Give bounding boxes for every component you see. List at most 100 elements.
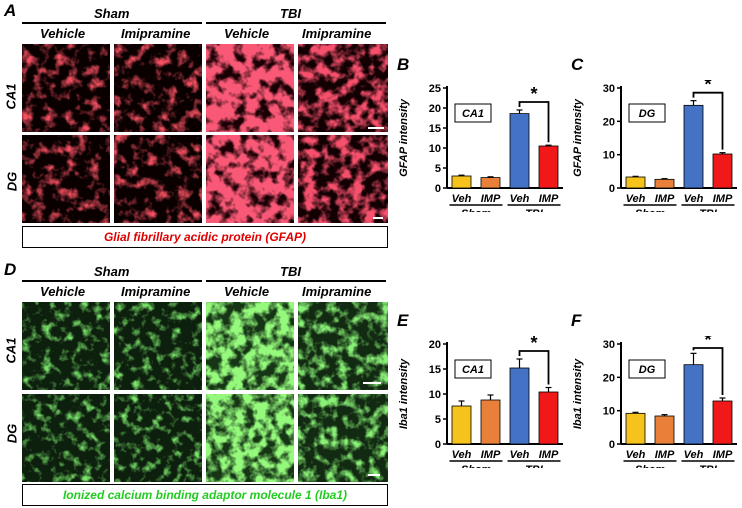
group-label-tbi: TBI bbox=[525, 208, 544, 212]
significance-bracket bbox=[692, 347, 724, 395]
group-label-tbi: TBI bbox=[699, 208, 718, 212]
y-tick-label: 20 bbox=[429, 103, 441, 115]
y-tick-label: 15 bbox=[429, 123, 441, 135]
scale-bar bbox=[368, 474, 380, 476]
group-label-tbi: TBI bbox=[525, 464, 544, 468]
region-label: CA1 bbox=[462, 364, 484, 376]
y-tick-label: 10 bbox=[603, 406, 615, 418]
bar-veh bbox=[509, 113, 530, 189]
iba1-caption: Ionized calcium binding adaptor molecule… bbox=[22, 484, 388, 506]
y-tick-label: 0 bbox=[609, 439, 615, 451]
scale-bar bbox=[368, 127, 384, 129]
gfap-micrograph-grid bbox=[22, 44, 388, 223]
gfap-ca1-bar-chart: GFAP intensity 0 5 10 15 20 25 Veh IMP Veh IMP Sham… bbox=[398, 83, 563, 212]
region-box bbox=[628, 103, 666, 123]
significance-star: * bbox=[530, 336, 537, 353]
bar-veh bbox=[509, 367, 530, 445]
y-tick-label: 5 bbox=[435, 163, 441, 175]
y-axis-label: GFAP intensity bbox=[572, 98, 584, 177]
group-label-sham-a: Sham bbox=[94, 6, 130, 21]
y-tick-label: 5 bbox=[435, 414, 441, 426]
significance-bracket bbox=[518, 350, 550, 385]
column-label-vehicle: Vehicle bbox=[224, 26, 270, 41]
y-tick-label: 25 bbox=[429, 83, 441, 95]
region-label: CA1 bbox=[462, 108, 484, 120]
region-box bbox=[454, 359, 492, 379]
x-tick-label: IMP bbox=[481, 193, 501, 205]
x-tick-label: Veh bbox=[684, 193, 704, 205]
y-tick-label: 20 bbox=[603, 372, 615, 384]
significance-star: * bbox=[704, 336, 711, 350]
y-tick-label: 0 bbox=[435, 439, 441, 451]
x-tick-label: Veh bbox=[510, 449, 530, 461]
group-label-tbi-d: TBI bbox=[280, 264, 301, 279]
scale-bar bbox=[363, 382, 381, 384]
y-axis-label: Iba1 intensity bbox=[572, 358, 584, 429]
y-tick-label: 0 bbox=[435, 183, 441, 195]
column-label-vehicle: Vehicle bbox=[40, 284, 86, 299]
group-label-sham: Sham bbox=[635, 464, 665, 468]
bar-veh bbox=[625, 412, 646, 445]
bar-imp bbox=[712, 153, 733, 189]
bar-veh bbox=[683, 364, 704, 445]
group-label-sham: Sham bbox=[635, 208, 665, 212]
iba1-micrograph-grid bbox=[22, 302, 388, 482]
y-tick-label: 20 bbox=[429, 339, 441, 351]
column-label-imipramine: Imipramine bbox=[302, 26, 372, 41]
region-box bbox=[628, 359, 666, 379]
x-tick-label: Veh bbox=[684, 449, 704, 461]
row-label-dg: DG bbox=[4, 171, 20, 192]
row-label-ca1: CA1 bbox=[3, 337, 19, 364]
significance-bracket bbox=[692, 91, 724, 150]
iba1-ca1-bar-chart: Iba1 intensity 0 5 10 15 20 Veh IMP Veh IMP Sham TB… bbox=[398, 336, 563, 468]
bar-imp bbox=[480, 399, 501, 445]
group-label-tbi-a: TBI bbox=[280, 6, 301, 21]
row-label-dg: DG bbox=[4, 423, 20, 444]
column-label-vehicle: Vehicle bbox=[224, 284, 270, 299]
group-label-sham: Sham bbox=[461, 464, 491, 468]
y-tick-label: 10 bbox=[429, 143, 441, 155]
x-tick-label: Veh bbox=[510, 193, 530, 205]
group-label-sham-d: Sham bbox=[94, 264, 130, 279]
column-label-imipramine: Imipramine bbox=[121, 284, 191, 299]
bar-veh bbox=[625, 176, 646, 189]
panel-letter-a: A bbox=[4, 1, 17, 20]
x-tick-label: IMP bbox=[713, 449, 733, 461]
panel-letter-f: F bbox=[571, 311, 582, 330]
x-tick-label: IMP bbox=[713, 193, 733, 205]
iba1-dg-bar-chart: Iba1 intensity 0 10 20 30 Veh IMP Veh IMP Sham TBI… bbox=[572, 336, 737, 468]
x-tick-label: IMP bbox=[481, 449, 501, 461]
group-underline bbox=[22, 280, 202, 282]
y-tick-label: 30 bbox=[603, 83, 615, 95]
row-label-ca1: CA1 bbox=[3, 83, 19, 110]
y-tick-label: 10 bbox=[603, 150, 615, 162]
significance-star: * bbox=[530, 84, 537, 104]
x-tick-label: IMP bbox=[655, 193, 675, 205]
bar-imp bbox=[712, 400, 733, 445]
bar-imp bbox=[654, 415, 675, 445]
group-underline bbox=[22, 22, 202, 24]
y-tick-label: 15 bbox=[429, 364, 441, 376]
x-tick-label: IMP bbox=[539, 449, 559, 461]
scale-bar bbox=[373, 217, 383, 219]
region-label: DG bbox=[639, 364, 656, 376]
bar-veh bbox=[451, 175, 472, 189]
region-label: DG bbox=[639, 108, 656, 120]
x-tick-label: IMP bbox=[539, 193, 559, 205]
column-label-vehicle: Vehicle bbox=[40, 26, 86, 41]
panel-letter-d: D bbox=[4, 260, 17, 279]
panel-letter-e: E bbox=[397, 311, 409, 330]
group-underline bbox=[206, 280, 386, 282]
bar-imp bbox=[538, 145, 559, 189]
column-label-imipramine: Imipramine bbox=[302, 284, 372, 299]
gfap-caption: Glial fibrillary acidic protein (GFAP) bbox=[22, 226, 388, 248]
y-axis-label: GFAP intensity bbox=[398, 98, 410, 177]
group-label-tbi: TBI bbox=[699, 464, 718, 468]
bar-veh bbox=[683, 104, 704, 189]
x-tick-label: IMP bbox=[655, 449, 675, 461]
column-label-imipramine: Imipramine bbox=[121, 26, 191, 41]
group-label-sham: Sham bbox=[461, 208, 491, 212]
gfap-dg-bar-chart: GFAP intensity 0 10 20 30 Veh IMP Veh IMP Sham TBI… bbox=[572, 80, 737, 212]
x-tick-label: Veh bbox=[626, 449, 646, 461]
x-tick-label: Veh bbox=[452, 449, 472, 461]
